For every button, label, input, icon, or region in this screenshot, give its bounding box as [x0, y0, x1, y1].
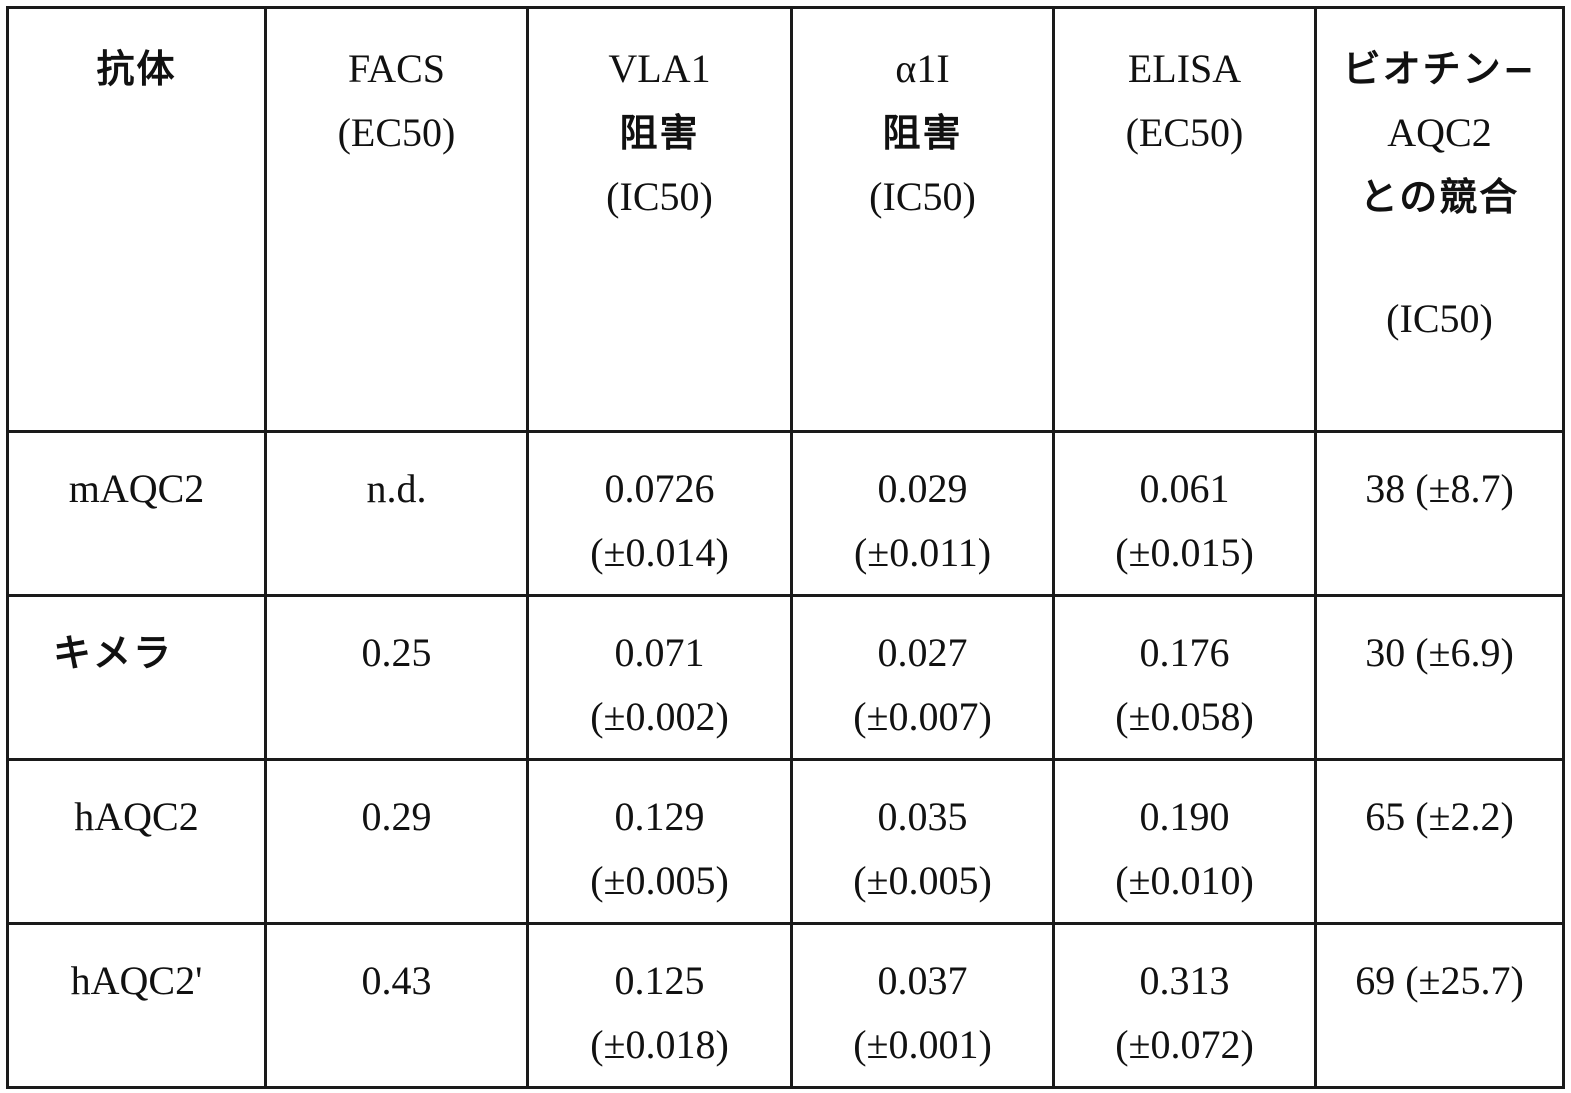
- vla1-value: 0.125: [535, 949, 784, 1013]
- alpha1i-value: 0.027: [799, 621, 1046, 685]
- cell-antibody: hAQC2': [8, 924, 266, 1088]
- vla1-value: 0.071: [535, 621, 784, 685]
- cell-elisa: 0.313 (±0.072): [1054, 924, 1316, 1088]
- cell-elisa: 0.061 (±0.015): [1054, 432, 1316, 596]
- header-biotin-line-4: (IC50): [1323, 287, 1556, 351]
- cell-biotin: 65 (±2.2): [1316, 760, 1564, 924]
- header-biotin-line-2: AQC2: [1323, 101, 1556, 165]
- cell-antibody: キメラ: [8, 596, 266, 760]
- alpha1i-value: 0.035: [799, 785, 1046, 849]
- antibody-name: hAQC2': [15, 949, 258, 1013]
- cell-alpha1i: 0.037 (±0.001): [792, 924, 1054, 1088]
- facs-value: n.d.: [273, 457, 520, 521]
- header-facs-line-2: (EC50): [273, 101, 520, 165]
- cell-facs: 0.29: [266, 760, 528, 924]
- cell-biotin: 69 (±25.7): [1316, 924, 1564, 1088]
- antibody-results-table: 抗体 FACS (EC50) VLA1 阻害 (IC50) α1I 阻害 (IC…: [6, 6, 1565, 1089]
- elisa-error: (±0.072): [1061, 1013, 1308, 1077]
- vla1-error: (±0.002): [535, 685, 784, 749]
- facs-value: 0.25: [273, 621, 520, 685]
- cell-vla1: 0.125 (±0.018): [528, 924, 792, 1088]
- biotin-value: 30 (±6.9): [1323, 621, 1556, 685]
- elisa-error: (±0.015): [1061, 521, 1308, 585]
- header-vla1-line-2: 阻害: [535, 101, 784, 165]
- header-vla1: VLA1 阻害 (IC50): [528, 8, 792, 432]
- table-row: キメラ 0.25 0.071 (±0.002) 0.027 (±0.007) 0…: [8, 596, 1564, 760]
- header-biotin-spacer: [1323, 229, 1556, 287]
- antibody-name: hAQC2: [15, 785, 258, 849]
- alpha1i-value: 0.037: [799, 949, 1046, 1013]
- header-alpha1i-line-2: 阻害: [799, 101, 1046, 165]
- alpha1i-error: (±0.011): [799, 521, 1046, 585]
- vla1-error: (±0.018): [535, 1013, 784, 1077]
- cell-vla1: 0.071 (±0.002): [528, 596, 792, 760]
- biotin-value: 38 (±8.7): [1323, 457, 1556, 521]
- biotin-value: 69 (±25.7): [1323, 949, 1556, 1013]
- table-row: mAQC2 n.d. 0.0726 (±0.014) 0.029 (±0.011…: [8, 432, 1564, 596]
- facs-value: 0.29: [273, 785, 520, 849]
- vla1-value: 0.0726: [535, 457, 784, 521]
- cell-antibody: mAQC2: [8, 432, 266, 596]
- elisa-value: 0.190: [1061, 785, 1308, 849]
- elisa-value: 0.061: [1061, 457, 1308, 521]
- header-biotin-line-3: との競合: [1323, 165, 1556, 229]
- elisa-value: 0.176: [1061, 621, 1308, 685]
- alpha1i-value: 0.029: [799, 457, 1046, 521]
- header-vla1-line-1: VLA1: [535, 37, 784, 101]
- header-antibody-label: 抗体: [15, 37, 258, 101]
- cell-elisa: 0.190 (±0.010): [1054, 760, 1316, 924]
- cell-antibody: hAQC2: [8, 760, 266, 924]
- cell-biotin: 30 (±6.9): [1316, 596, 1564, 760]
- elisa-error: (±0.010): [1061, 849, 1308, 913]
- table-header-row: 抗体 FACS (EC50) VLA1 阻害 (IC50) α1I 阻害 (IC…: [8, 8, 1564, 432]
- vla1-error: (±0.014): [535, 521, 784, 585]
- alpha1i-error: (±0.005): [799, 849, 1046, 913]
- header-vla1-line-3: (IC50): [535, 165, 784, 229]
- vla1-value: 0.129: [535, 785, 784, 849]
- table-row: hAQC2 0.29 0.129 (±0.005) 0.035 (±0.005)…: [8, 760, 1564, 924]
- header-biotin-competition: ビオチン− AQC2 との競合 (IC50): [1316, 8, 1564, 432]
- vla1-error: (±0.005): [535, 849, 784, 913]
- header-elisa: ELISA (EC50): [1054, 8, 1316, 432]
- cell-facs: 0.25: [266, 596, 528, 760]
- biotin-value: 65 (±2.2): [1323, 785, 1556, 849]
- cell-vla1: 0.0726 (±0.014): [528, 432, 792, 596]
- header-biotin-line-1: ビオチン−: [1323, 37, 1556, 101]
- alpha1i-error: (±0.007): [799, 685, 1046, 749]
- header-elisa-line-1: ELISA: [1061, 37, 1308, 101]
- cell-alpha1i: 0.029 (±0.011): [792, 432, 1054, 596]
- header-alpha1i-line-1: α1I: [799, 37, 1046, 101]
- antibody-table-container: 抗体 FACS (EC50) VLA1 阻害 (IC50) α1I 阻害 (IC…: [6, 6, 1562, 1086]
- header-alpha1i-line-3: (IC50): [799, 165, 1046, 229]
- header-facs-line-1: FACS: [273, 37, 520, 101]
- facs-value: 0.43: [273, 949, 520, 1013]
- cell-biotin: 38 (±8.7): [1316, 432, 1564, 596]
- alpha1i-error: (±0.001): [799, 1013, 1046, 1077]
- elisa-value: 0.313: [1061, 949, 1308, 1013]
- header-alpha1i: α1I 阻害 (IC50): [792, 8, 1054, 432]
- cell-facs: 0.43: [266, 924, 528, 1088]
- header-elisa-line-2: (EC50): [1061, 101, 1308, 165]
- cell-alpha1i: 0.035 (±0.005): [792, 760, 1054, 924]
- cell-facs: n.d.: [266, 432, 528, 596]
- table-row: hAQC2' 0.43 0.125 (±0.018) 0.037 (±0.001…: [8, 924, 1564, 1088]
- cell-vla1: 0.129 (±0.005): [528, 760, 792, 924]
- antibody-name: mAQC2: [15, 457, 258, 521]
- header-facs: FACS (EC50): [266, 8, 528, 432]
- cell-alpha1i: 0.027 (±0.007): [792, 596, 1054, 760]
- cell-elisa: 0.176 (±0.058): [1054, 596, 1316, 760]
- elisa-error: (±0.058): [1061, 685, 1308, 749]
- antibody-name: キメラ: [53, 621, 258, 685]
- header-antibody: 抗体: [8, 8, 266, 432]
